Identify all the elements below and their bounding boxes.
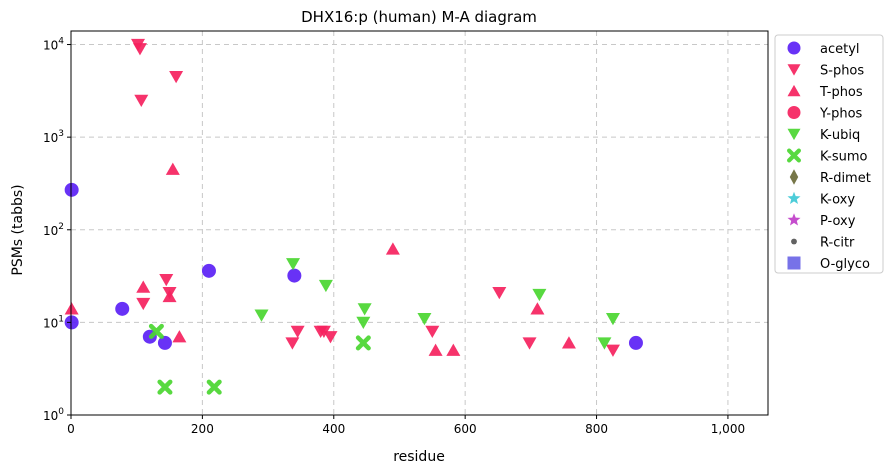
x-tick-label: 600 [454,422,477,436]
data-point-acetyl [201,263,216,278]
y-tick-label: 101 [43,314,64,330]
data-point-t-phos [136,280,151,293]
data-point-acetyl [64,182,79,197]
y-tick-label: 102 [43,222,64,238]
data-point-s-phos [134,94,149,107]
data-point-s-phos [290,325,305,339]
x-tick-label: 1,000 [711,422,745,436]
legend-label: T-phos [819,85,863,100]
legend-label: O-glyco [820,257,870,272]
y-tick-label: 103 [43,129,64,145]
data-point-k-ubiq [286,258,301,271]
legend-marker-p-oxy [787,213,801,226]
data-point-s-phos [132,43,147,56]
data-point-s-phos [605,344,620,357]
data-point-k-sumo [148,323,164,339]
data-point-k-ubiq [532,288,547,302]
data-point-k-ubiq [605,312,620,326]
legend-marker-t-phos [787,84,801,97]
x-tick-label: 0 [67,422,75,436]
data-point-k-ubiq [597,337,612,350]
legend-label: S-phos [820,64,864,79]
data-point-t-phos [64,302,79,315]
legend-marker-s-phos [787,64,801,76]
y-tick-label: 100 [43,407,64,423]
legend: acetyl S-phos T-phos Y-phos K-ubiq K-sumo R-di… [774,34,884,274]
data-point-s-phos [159,273,174,287]
data-point-t-phos [446,343,461,356]
data-point-s-phos [323,331,338,344]
data-point-s-phos [425,325,440,339]
data-point-k-sumo [206,379,222,395]
legend-marker-r-citr [791,238,797,245]
data-point-s-phos [136,297,151,311]
legend-marker-o-glyco [787,256,801,270]
data-point-acetyl [157,335,172,350]
data-point-k-ubiq [356,316,371,330]
y-axis-label: PSMs (tabbs) [10,184,26,275]
legend-label: K-ubiq [820,128,860,143]
data-point-t-phos [561,336,576,349]
legend-marker-k-sumo [787,148,801,163]
axis-ticks: 0 200 400 600 800 1,000 100 101 102 103 104 [43,37,745,436]
legend-marker-k-oxy [787,191,801,204]
grid [71,31,768,415]
data-point-t-phos [165,162,180,175]
legend-label: acetyl [820,42,860,57]
legend-label: K-sumo [820,150,868,165]
legend-label: P-oxy [820,214,856,229]
data-point-acetyl [287,268,302,283]
data-point-k-sumo [157,379,173,395]
legend-label: R-citr [820,236,855,251]
x-axis-label: residue [393,449,445,465]
legend-marker-y-phos [787,106,801,119]
data-point-t-phos [385,242,400,255]
legend-label: Y-phos [819,107,863,122]
legend-marker-k-ubiq [787,128,801,141]
plot-frame [70,30,769,416]
data-point-k-ubiq [357,303,372,316]
data-point-k-ubiq [417,312,432,326]
chart-title: DHX16:p (human) M-A diagram [301,8,537,26]
legend-label: R-dimet [820,171,871,186]
data-point-k-ubiq [318,279,333,293]
data-point-t-phos [428,343,443,356]
data-point-acetyl [628,335,643,350]
y-tick-label: 104 [43,37,64,53]
data-point-acetyl [64,315,79,330]
legend-frame [774,34,884,274]
data-point-s-phos [285,337,300,350]
data-point-k-ubiq [254,309,269,322]
legend-marker-acetyl [787,41,801,55]
data-point-s-phos [492,286,507,300]
data-point-s-phos [316,325,331,339]
data-point-t-phos [162,289,177,303]
data-points [64,38,643,395]
x-tick-label: 200 [191,422,214,436]
data-point-s-phos [169,71,184,84]
data-point-s-phos [522,337,537,350]
legend-marker-r-dimet [789,169,799,185]
x-tick-label: 800 [585,422,608,436]
x-tick-label: 400 [322,422,345,436]
data-point-acetyl [115,301,130,316]
legend-label: K-oxy [820,193,855,208]
data-point-k-sumo [355,335,371,351]
data-point-t-phos [172,330,187,343]
data-point-t-phos [530,302,545,315]
